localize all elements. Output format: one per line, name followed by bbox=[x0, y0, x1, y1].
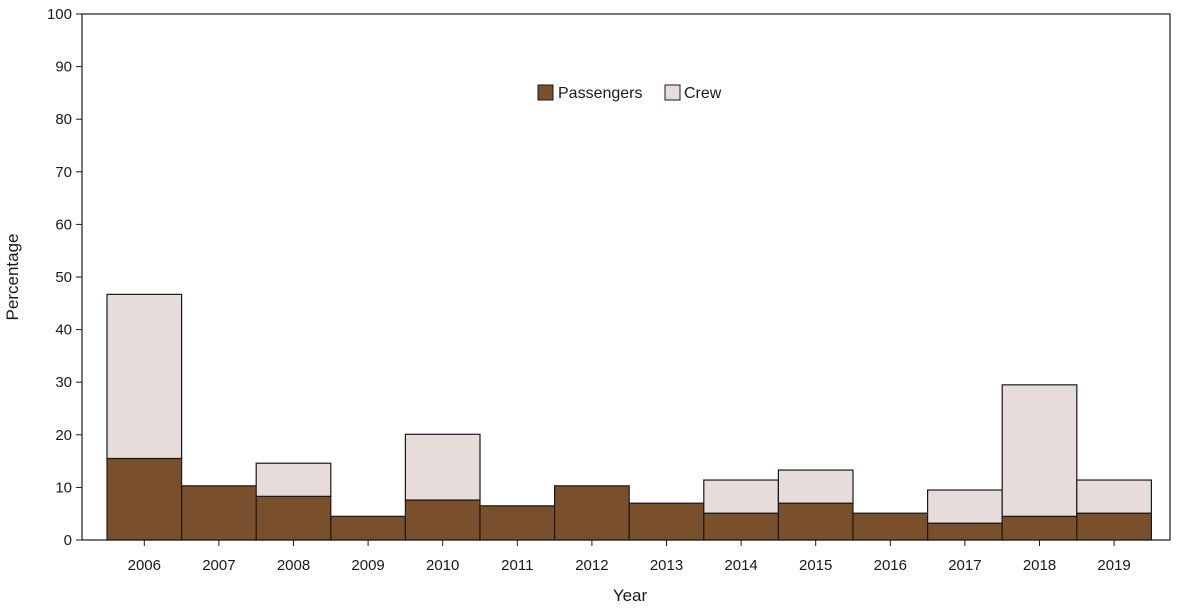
y-tick-label: 20 bbox=[55, 427, 72, 444]
y-tick-label: 80 bbox=[55, 111, 72, 128]
bar-crew-2018 bbox=[1001, 384, 1078, 517]
bar-crew-2017 bbox=[926, 489, 1003, 524]
y-tick-label: 0 bbox=[64, 532, 72, 549]
y-axis-ticks: 0 10 20 30 40 50 60 70 80 90 100 bbox=[47, 6, 82, 549]
bar-passengers-2006 bbox=[106, 457, 183, 541]
x-tick-label: 2011 bbox=[501, 557, 533, 574]
x-tick-label: 2019 bbox=[1097, 557, 1130, 574]
y-axis-title: Percentage bbox=[3, 234, 22, 321]
bar-crew-2010 bbox=[404, 433, 481, 501]
y-tick-label: 10 bbox=[55, 479, 72, 496]
x-tick-label: 2017 bbox=[948, 557, 981, 574]
x-tick-label: 2016 bbox=[874, 557, 907, 574]
x-tick-label: 2006 bbox=[128, 557, 161, 574]
bar-crew-2015 bbox=[777, 469, 854, 504]
legend-label-crew: Crew bbox=[684, 85, 722, 102]
x-axis-title: Year bbox=[613, 586, 648, 605]
bar-passengers-2019 bbox=[1076, 512, 1153, 541]
legend-swatch-crew bbox=[664, 84, 681, 101]
x-tick-label: 2015 bbox=[799, 557, 832, 574]
bar-crew-2006 bbox=[106, 293, 183, 460]
x-tick-label: 2008 bbox=[277, 557, 310, 574]
y-tick-label: 60 bbox=[55, 216, 72, 233]
bar-passengers-2013 bbox=[628, 502, 705, 541]
bar-passengers-2018 bbox=[1001, 515, 1078, 541]
x-tick-label: 2018 bbox=[1023, 557, 1056, 574]
legend-swatch-passengers bbox=[537, 84, 554, 101]
y-tick-label: 100 bbox=[47, 6, 72, 23]
y-tick-label: 90 bbox=[55, 59, 72, 76]
x-axis-ticks: 2006 2007 2008 2009 2010 2011 2012 2013 2014 2015… bbox=[128, 540, 1131, 574]
x-tick-label: 2010 bbox=[426, 557, 459, 574]
plot-frame bbox=[81, 13, 1171, 541]
x-tick-label: 2012 bbox=[575, 557, 608, 574]
bar-crew-2014 bbox=[703, 479, 779, 514]
bar-passengers-2011 bbox=[479, 505, 556, 541]
bar-passengers-2009 bbox=[330, 515, 406, 541]
bar-passengers-2012 bbox=[553, 485, 630, 541]
y-tick-label: 50 bbox=[55, 269, 72, 286]
bar-crew-2008 bbox=[255, 462, 332, 497]
bar-passengers-2007 bbox=[181, 485, 257, 541]
bar-passengers-2008 bbox=[255, 495, 332, 541]
x-tick-label: 2013 bbox=[650, 557, 683, 574]
y-tick-label: 40 bbox=[55, 322, 72, 339]
bars bbox=[106, 293, 1153, 541]
bar-crew-2019 bbox=[1076, 479, 1153, 514]
x-tick-label: 2007 bbox=[202, 557, 235, 574]
y-tick-label: 30 bbox=[55, 374, 72, 391]
bar-passengers-2017 bbox=[926, 522, 1003, 541]
legend: Passengers Crew bbox=[537, 84, 722, 102]
legend-label-passengers: Passengers bbox=[558, 85, 643, 102]
x-tick-label: 2009 bbox=[351, 557, 384, 574]
y-tick-label: 70 bbox=[55, 164, 72, 181]
bar-passengers-2016 bbox=[852, 512, 929, 541]
bar-passengers-2015 bbox=[777, 502, 854, 541]
x-tick-label: 2014 bbox=[724, 557, 757, 574]
bar-passengers-2014 bbox=[703, 512, 779, 541]
bar-passengers-2010 bbox=[404, 499, 481, 541]
